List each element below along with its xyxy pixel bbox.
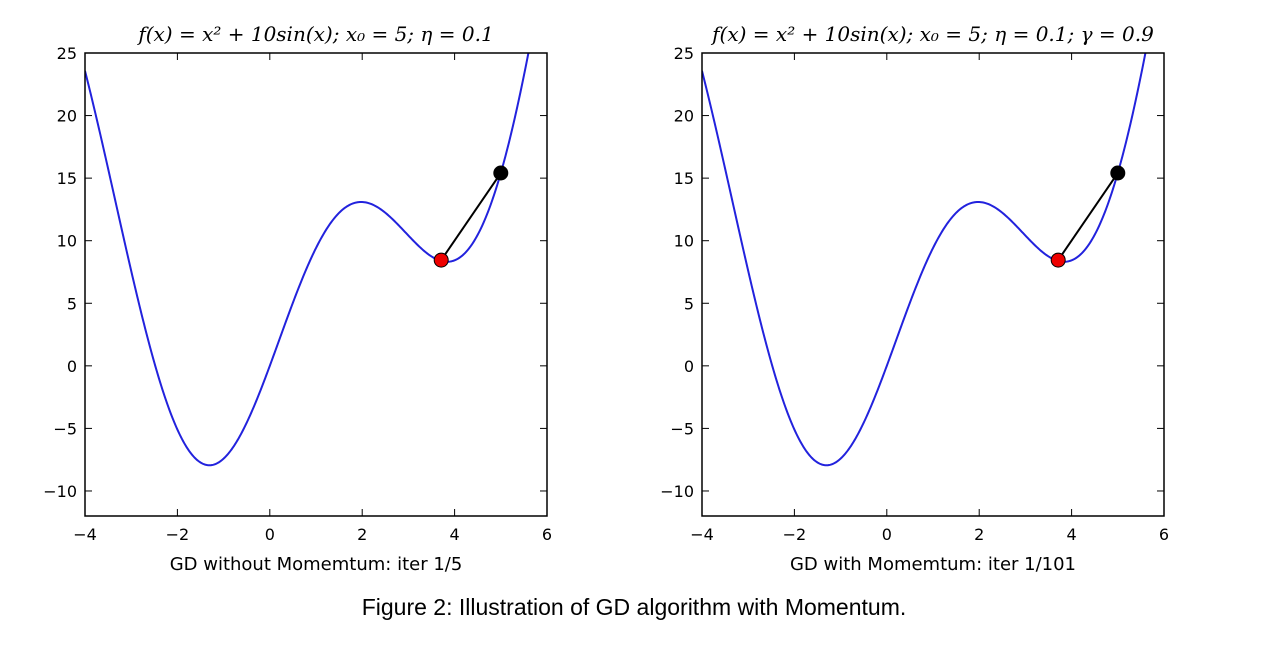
- x-axis-label: GD with Momemtum: iter 1/101: [790, 554, 1076, 575]
- x-tick-label: 4: [1067, 525, 1077, 544]
- x-tick-label: 2: [357, 525, 367, 544]
- y-tick-label: −5: [53, 419, 77, 438]
- x-tick-label: −4: [73, 525, 97, 544]
- x-tick-label: −2: [783, 525, 807, 544]
- x-tick-label: 6: [542, 525, 552, 544]
- y-tick-label: 20: [57, 107, 77, 126]
- x-tick-label: −2: [166, 525, 190, 544]
- start-point-marker: [493, 165, 509, 181]
- x-tick-label: 4: [450, 525, 460, 544]
- y-tick-label: 25: [57, 44, 77, 63]
- figure-caption: Figure 2: Illustration of GD algorithm w…: [361, 594, 907, 620]
- axes-frame: [84, 52, 548, 517]
- y-tick-label: −10: [43, 482, 77, 501]
- y-tick-label: 5: [684, 294, 694, 313]
- right-chart-panel: −4 −2 0 2 4 6 −10 −5 0 5 10 15 20 25 f(x) = x² + 10sin…: [660, 22, 1169, 575]
- start-point-marker: [1110, 165, 1126, 181]
- y-tick-label: 5: [67, 294, 77, 313]
- chart-title: f(x) = x² + 10sin(x); x₀ = 5; η = 0.1; γ…: [710, 22, 1154, 46]
- y-tick-label: 15: [57, 169, 77, 188]
- function-curve: [85, 53, 530, 467]
- function-curve: [702, 53, 1147, 467]
- x-tick-label: 2: [974, 525, 984, 544]
- x-axis-label: GD without Momemtum: iter 1/5: [170, 554, 463, 575]
- current-point-marker: [1050, 252, 1066, 268]
- y-tick-label: 15: [674, 169, 694, 188]
- y-tick-label: −5: [670, 419, 694, 438]
- x-tick-label: −4: [690, 525, 714, 544]
- y-tick-label: 10: [57, 232, 77, 251]
- left-chart-panel: −4 −2 0 2 4 6 −10 −5 0 5 10 15 20 25 f(x) = x² + 10sin…: [43, 22, 552, 575]
- y-tick-label: 20: [674, 107, 694, 126]
- y-tick-label: −10: [660, 482, 694, 501]
- x-tick-label: 0: [882, 525, 892, 544]
- current-point-marker: [433, 252, 449, 268]
- y-tick-label: 10: [674, 232, 694, 251]
- x-tick-label: 6: [1159, 525, 1169, 544]
- x-tick-label: 0: [265, 525, 275, 544]
- y-tick-label: 0: [684, 357, 694, 376]
- gradient-step-line: [1057, 172, 1119, 261]
- y-tick-label: 25: [674, 44, 694, 63]
- y-tick-label: 0: [67, 357, 77, 376]
- chart-title: f(x) = x² + 10sin(x); x₀ = 5; η = 0.1: [136, 22, 493, 46]
- axes-frame: [701, 52, 1165, 517]
- gradient-step-line: [440, 172, 502, 261]
